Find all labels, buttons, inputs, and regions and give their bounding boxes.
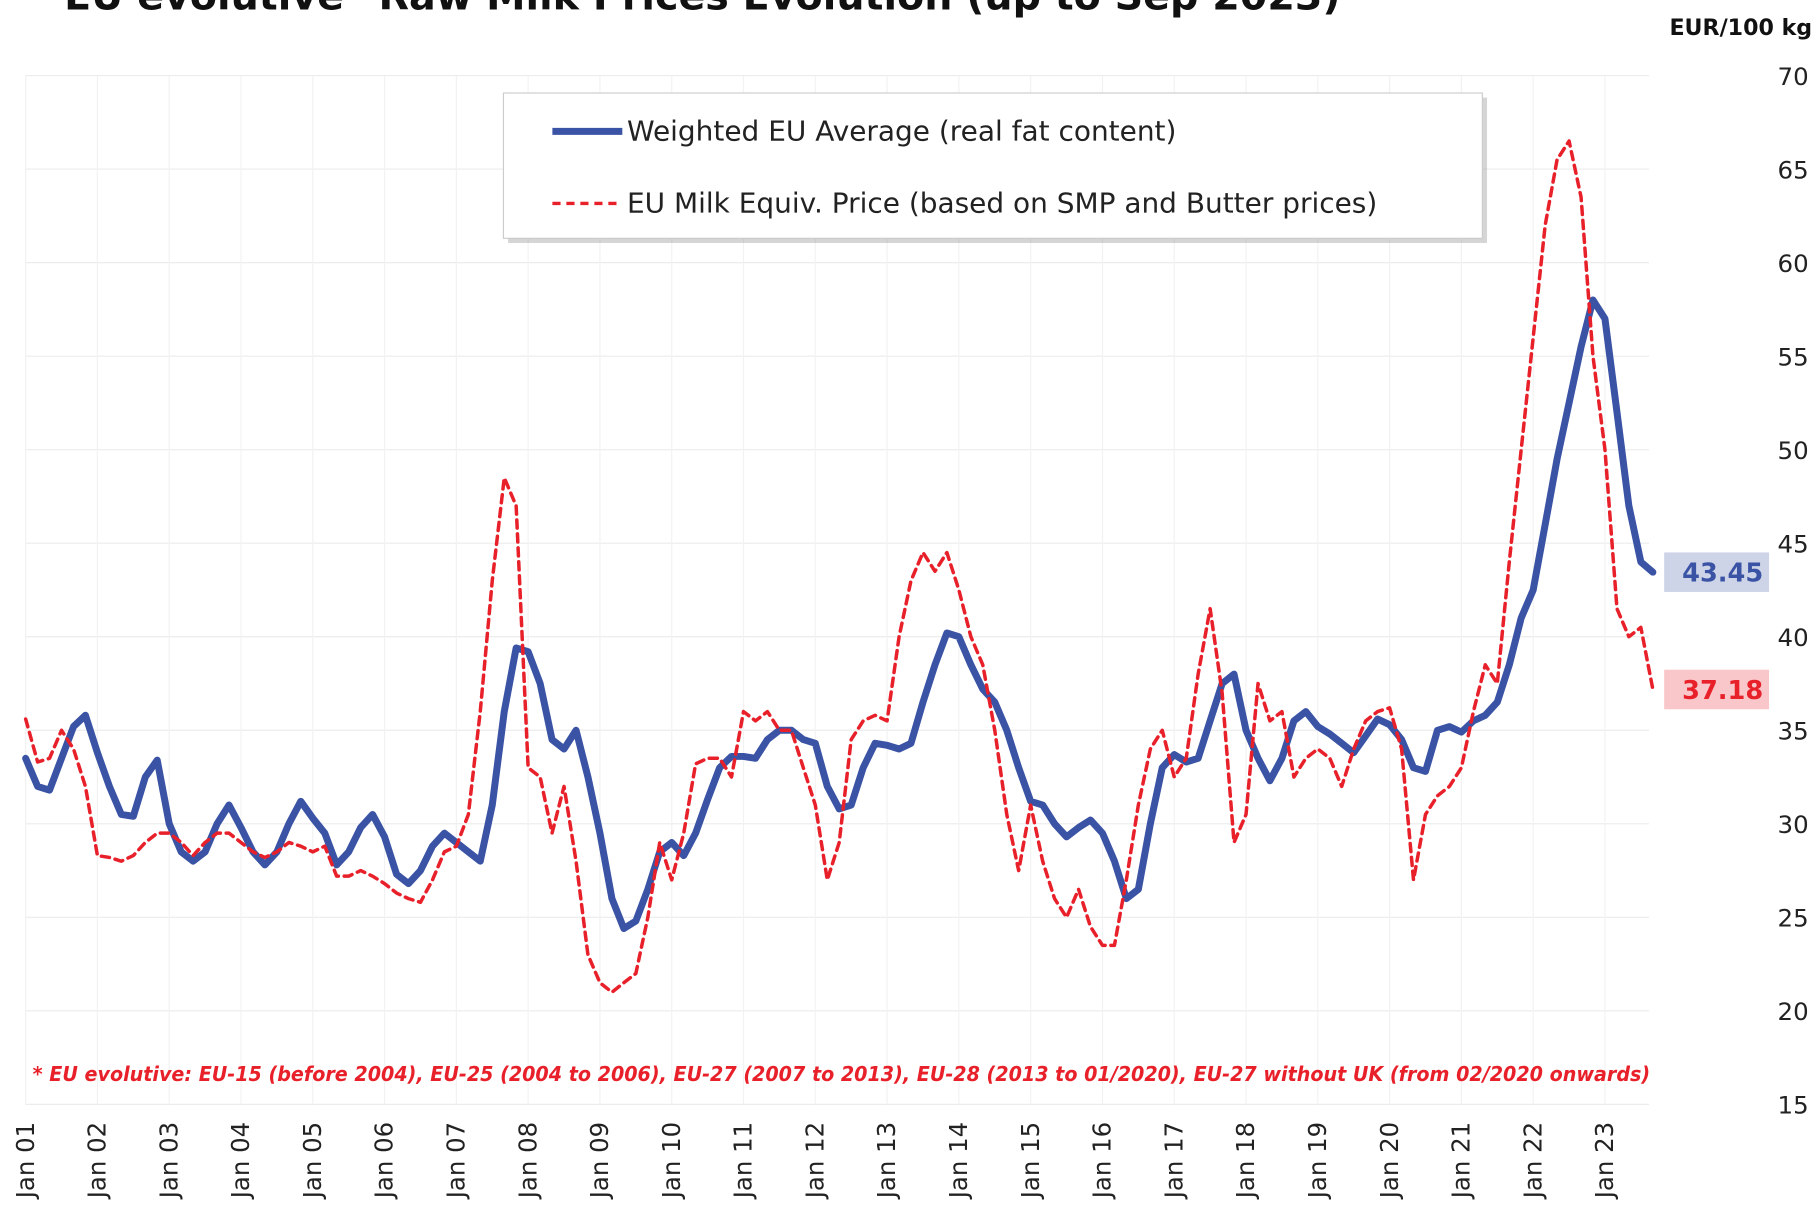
y-tick-label: 15	[1778, 1091, 1809, 1120]
y-tick-label: 50	[1778, 436, 1809, 465]
series-line	[22, 296, 1657, 932]
y-tick-label: 30	[1778, 810, 1809, 839]
x-tick-label: Jan 15	[1016, 1122, 1045, 1200]
end-label: 43.45	[1682, 559, 1763, 589]
series-line	[23, 139, 1655, 994]
x-tick-label: Jan 23	[1590, 1122, 1619, 1200]
y-axis-label: EUR/100 kg	[1669, 15, 1812, 41]
legend: Weighted EU Average (real fat content) E…	[502, 92, 1488, 243]
x-tick-label: Jan 13	[872, 1122, 901, 1200]
y-tick-label: 35	[1778, 717, 1809, 746]
grid	[25, 74, 1650, 1105]
footnote: * EU evolutive: EU-15 (before 2004), EU-…	[33, 1062, 1651, 1086]
x-tick-label: Jan 04	[226, 1122, 255, 1200]
x-tick-label: Jan 20	[1375, 1122, 1404, 1200]
x-tick-label: Jan 06	[370, 1122, 399, 1200]
x-tick-label: Jan 14	[944, 1122, 973, 1200]
legend-label: Weighted EU Average (real fat content)	[627, 115, 1176, 148]
y-tick-label: 25	[1778, 904, 1809, 933]
chart-title: EU evolutive* Raw Milk Prices Evolution …	[64, 0, 1340, 19]
x-tick-label: Jan 21	[1447, 1122, 1476, 1200]
y-tick-label: 70	[1778, 62, 1809, 91]
x-tick-label: Jan 09	[585, 1122, 614, 1200]
x-tick-label: Jan 12	[800, 1122, 829, 1200]
x-tick-label: Jan 01	[11, 1122, 40, 1200]
y-tick-label: 65	[1778, 155, 1809, 184]
legend-box	[502, 92, 1483, 239]
x-tick-label: Jan 16	[1088, 1122, 1117, 1200]
lines	[22, 139, 1657, 994]
y-tick-label: 40	[1778, 623, 1809, 652]
x-tick-label: Jan 08	[513, 1122, 542, 1200]
x-tick-label: Jan 17	[1159, 1122, 1188, 1200]
x-tick-label: Jan 18	[1231, 1122, 1260, 1200]
x-tick-label: Jan 10	[657, 1122, 686, 1200]
y-tick-label: 55	[1778, 342, 1809, 371]
y-tick-label: 20	[1778, 997, 1809, 1026]
y-tick-label: 45	[1778, 530, 1809, 559]
x-tick-label: Jan 02	[83, 1122, 112, 1200]
x-tick-label: Jan 03	[154, 1122, 183, 1200]
end-label-box	[1664, 552, 1770, 592]
y-tick-label: 60	[1778, 249, 1809, 278]
legend-label: EU Milk Equiv. Price (based on SMP and B…	[627, 187, 1377, 220]
x-tick-label: Jan 05	[298, 1122, 327, 1200]
x-tick-label: Jan 19	[1303, 1122, 1332, 1200]
end-label: 37.18	[1682, 676, 1763, 706]
end-label-box	[1664, 669, 1770, 710]
x-tick-label: Jan 11	[729, 1122, 758, 1200]
x-tick-label: Jan 07	[441, 1122, 470, 1200]
x-tick-label: Jan 22	[1518, 1122, 1547, 1200]
